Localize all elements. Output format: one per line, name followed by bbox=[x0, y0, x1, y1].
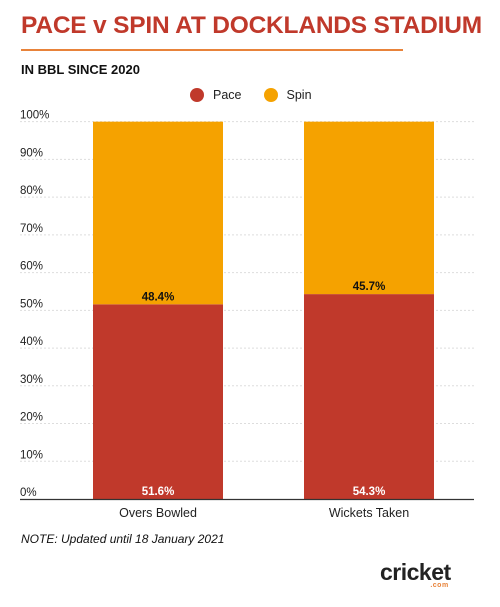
data-label-spin-2: 45.7% bbox=[353, 281, 386, 293]
chart-title: PACE v SPIN AT DOCKLANDS STADIUM bbox=[21, 12, 482, 39]
data-label-pace-1: 51.6% bbox=[142, 486, 175, 498]
bar-spin-2 bbox=[304, 121, 434, 295]
y-tick-label: 90% bbox=[20, 147, 43, 159]
logo-suffix: .com bbox=[430, 582, 449, 589]
y-tick-label: 40% bbox=[20, 336, 43, 348]
legend-label-pace: Pace bbox=[213, 88, 242, 102]
legend-label-spin: Spin bbox=[286, 88, 312, 102]
title-divider bbox=[21, 49, 403, 51]
chart-subtitle: IN BBL SINCE 2020 bbox=[21, 62, 140, 77]
y-tick-label: 30% bbox=[20, 374, 43, 386]
legend-swatch-spin bbox=[263, 88, 278, 102]
legend-item-spin: Spin bbox=[263, 88, 312, 102]
y-tick-label: 100% bbox=[20, 110, 49, 122]
x-category-label: Overs Bowled bbox=[119, 506, 197, 520]
y-tick-label: 20% bbox=[20, 412, 43, 424]
data-label-pace-2: 54.3% bbox=[353, 486, 386, 498]
x-category-label: Wickets Taken bbox=[329, 506, 409, 520]
y-tick-label: 50% bbox=[20, 298, 43, 310]
y-tick-label: 10% bbox=[20, 449, 43, 461]
legend: Pace Spin bbox=[190, 88, 334, 102]
bar-spin-1 bbox=[93, 121, 223, 305]
bar-pace-2 bbox=[304, 294, 434, 499]
legend-item-pace: Pace bbox=[190, 88, 242, 102]
footnote: NOTE: Updated until 18 January 2021 bbox=[21, 532, 225, 546]
y-tick-label: 0% bbox=[20, 487, 37, 499]
y-tick-label: 80% bbox=[20, 185, 43, 197]
legend-swatch-pace bbox=[190, 88, 204, 102]
bar-pace-1 bbox=[93, 304, 223, 499]
y-tick-label: 70% bbox=[20, 223, 43, 235]
logo-wordmark: cricket bbox=[380, 559, 451, 585]
data-label-spin-1: 48.4% bbox=[142, 291, 175, 303]
cricket-com-logo: cricket .com bbox=[380, 559, 451, 590]
y-tick-label: 60% bbox=[20, 261, 43, 273]
